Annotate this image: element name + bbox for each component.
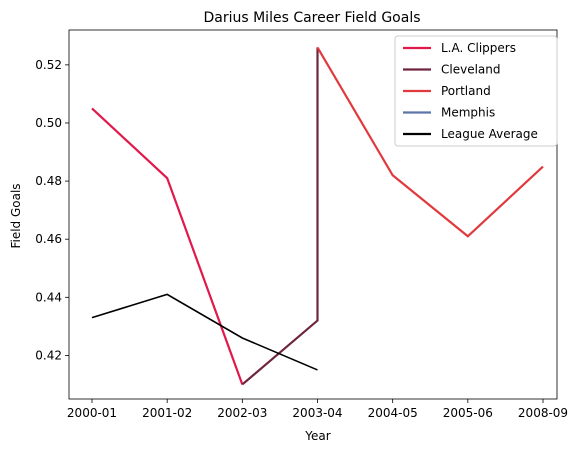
- y-tick-label: 0.48: [35, 174, 62, 188]
- series-line-league-average: [92, 294, 318, 370]
- x-tick-label: 2004-05: [368, 406, 418, 420]
- y-tick-label: 0.44: [35, 290, 62, 304]
- y-tick-label: 0.50: [35, 116, 62, 130]
- y-axis: 0.42 0.44 0.46 0.48 0.50 0.52: [35, 58, 69, 363]
- x-tick-label: 2002-03: [217, 406, 267, 420]
- y-axis-label: Field Goals: [9, 183, 23, 248]
- chart-title: Darius Miles Career Field Goals: [203, 10, 420, 26]
- y-tick-label: 0.46: [35, 232, 62, 246]
- y-tick-label: 0.42: [35, 348, 62, 362]
- series-line-l-a-clippers: [92, 108, 242, 384]
- x-tick-label: 2003-04: [292, 406, 342, 420]
- series-line-cleveland: [242, 47, 317, 384]
- legend: L.A. Clippers Cleveland Portland Memphis Lea…: [395, 36, 557, 146]
- legend-label-memphis: Memphis: [441, 106, 495, 120]
- y-tick-label: 0.52: [35, 58, 62, 72]
- legend-label-cleveland: Cleveland: [441, 63, 501, 77]
- legend-label-l-a-clippers: L.A. Clippers: [441, 41, 516, 55]
- x-axis: 2000-01 2001-02 2002-03 2003-04 2004-05 2005-…: [67, 399, 568, 420]
- x-tick-label: 2001-02: [142, 406, 192, 420]
- x-tick-label: 2000-01: [67, 406, 117, 420]
- x-tick-label: 2005-06: [443, 406, 493, 420]
- x-axis-label: Year: [304, 429, 330, 443]
- x-tick-label: 2008-09: [518, 406, 568, 420]
- legend-label-portland: Portland: [441, 84, 491, 98]
- legend-label-league-average: League Average: [441, 127, 538, 141]
